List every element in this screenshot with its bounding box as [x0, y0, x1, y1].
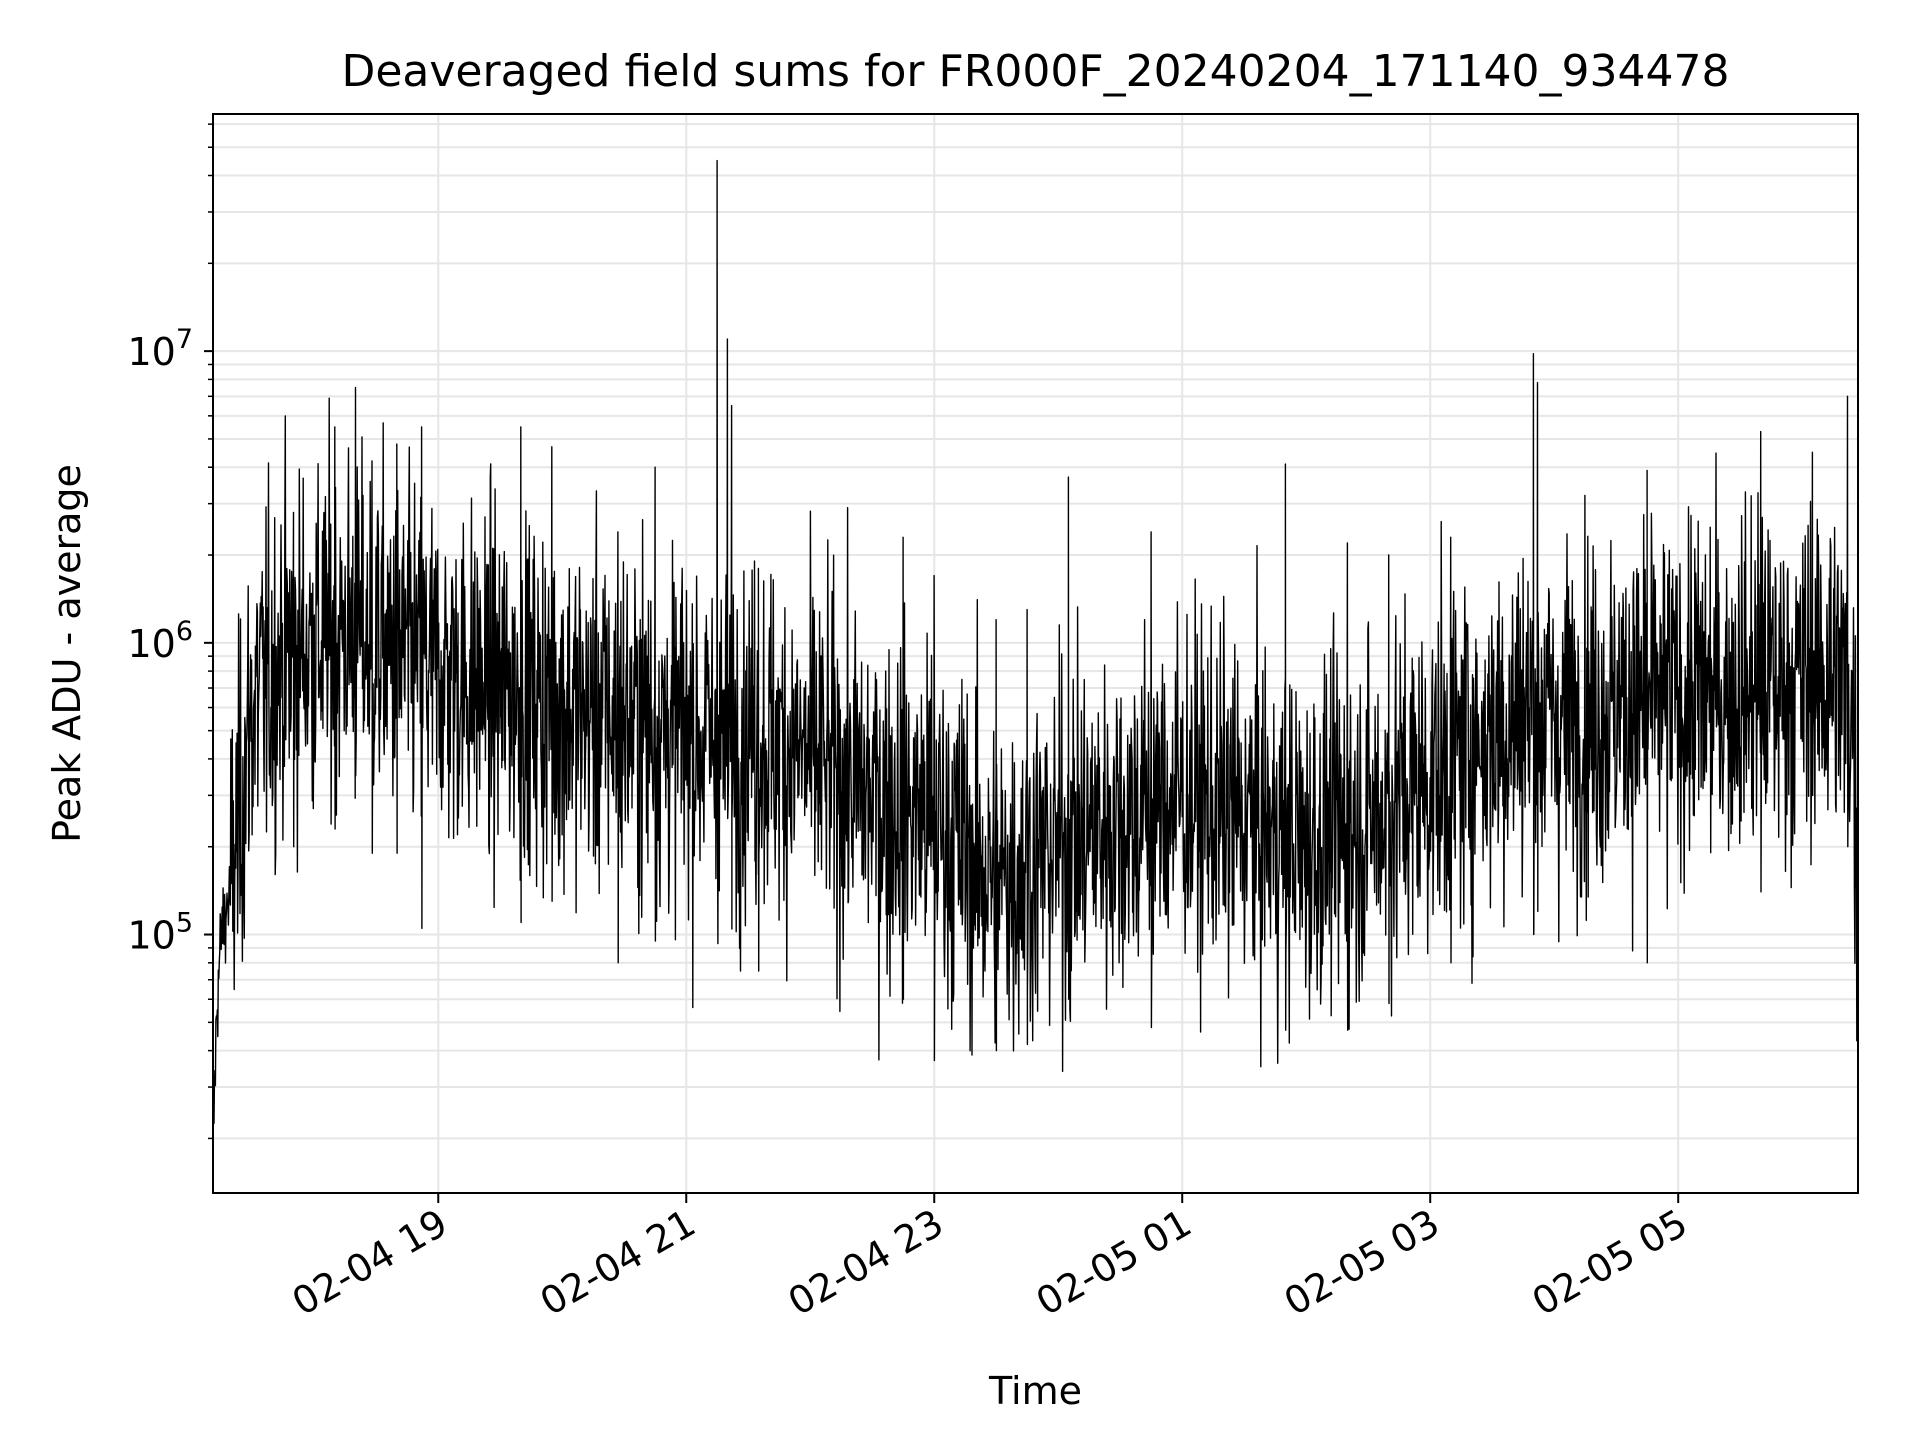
y-tick-label: 107 [127, 324, 193, 374]
plot-area [212, 159, 1859, 1124]
y-tick-label: 105 [127, 908, 193, 958]
plot-frame [212, 113, 1859, 1194]
x-axis-label: Time [988, 1369, 1082, 1413]
y-axis-label: Peak ADU - average [45, 464, 89, 843]
chart-title: Deaveraged field sums for FR000F_2024020… [341, 46, 1729, 97]
y-tick-label: 106 [127, 616, 193, 666]
series-line [212, 159, 1859, 1124]
